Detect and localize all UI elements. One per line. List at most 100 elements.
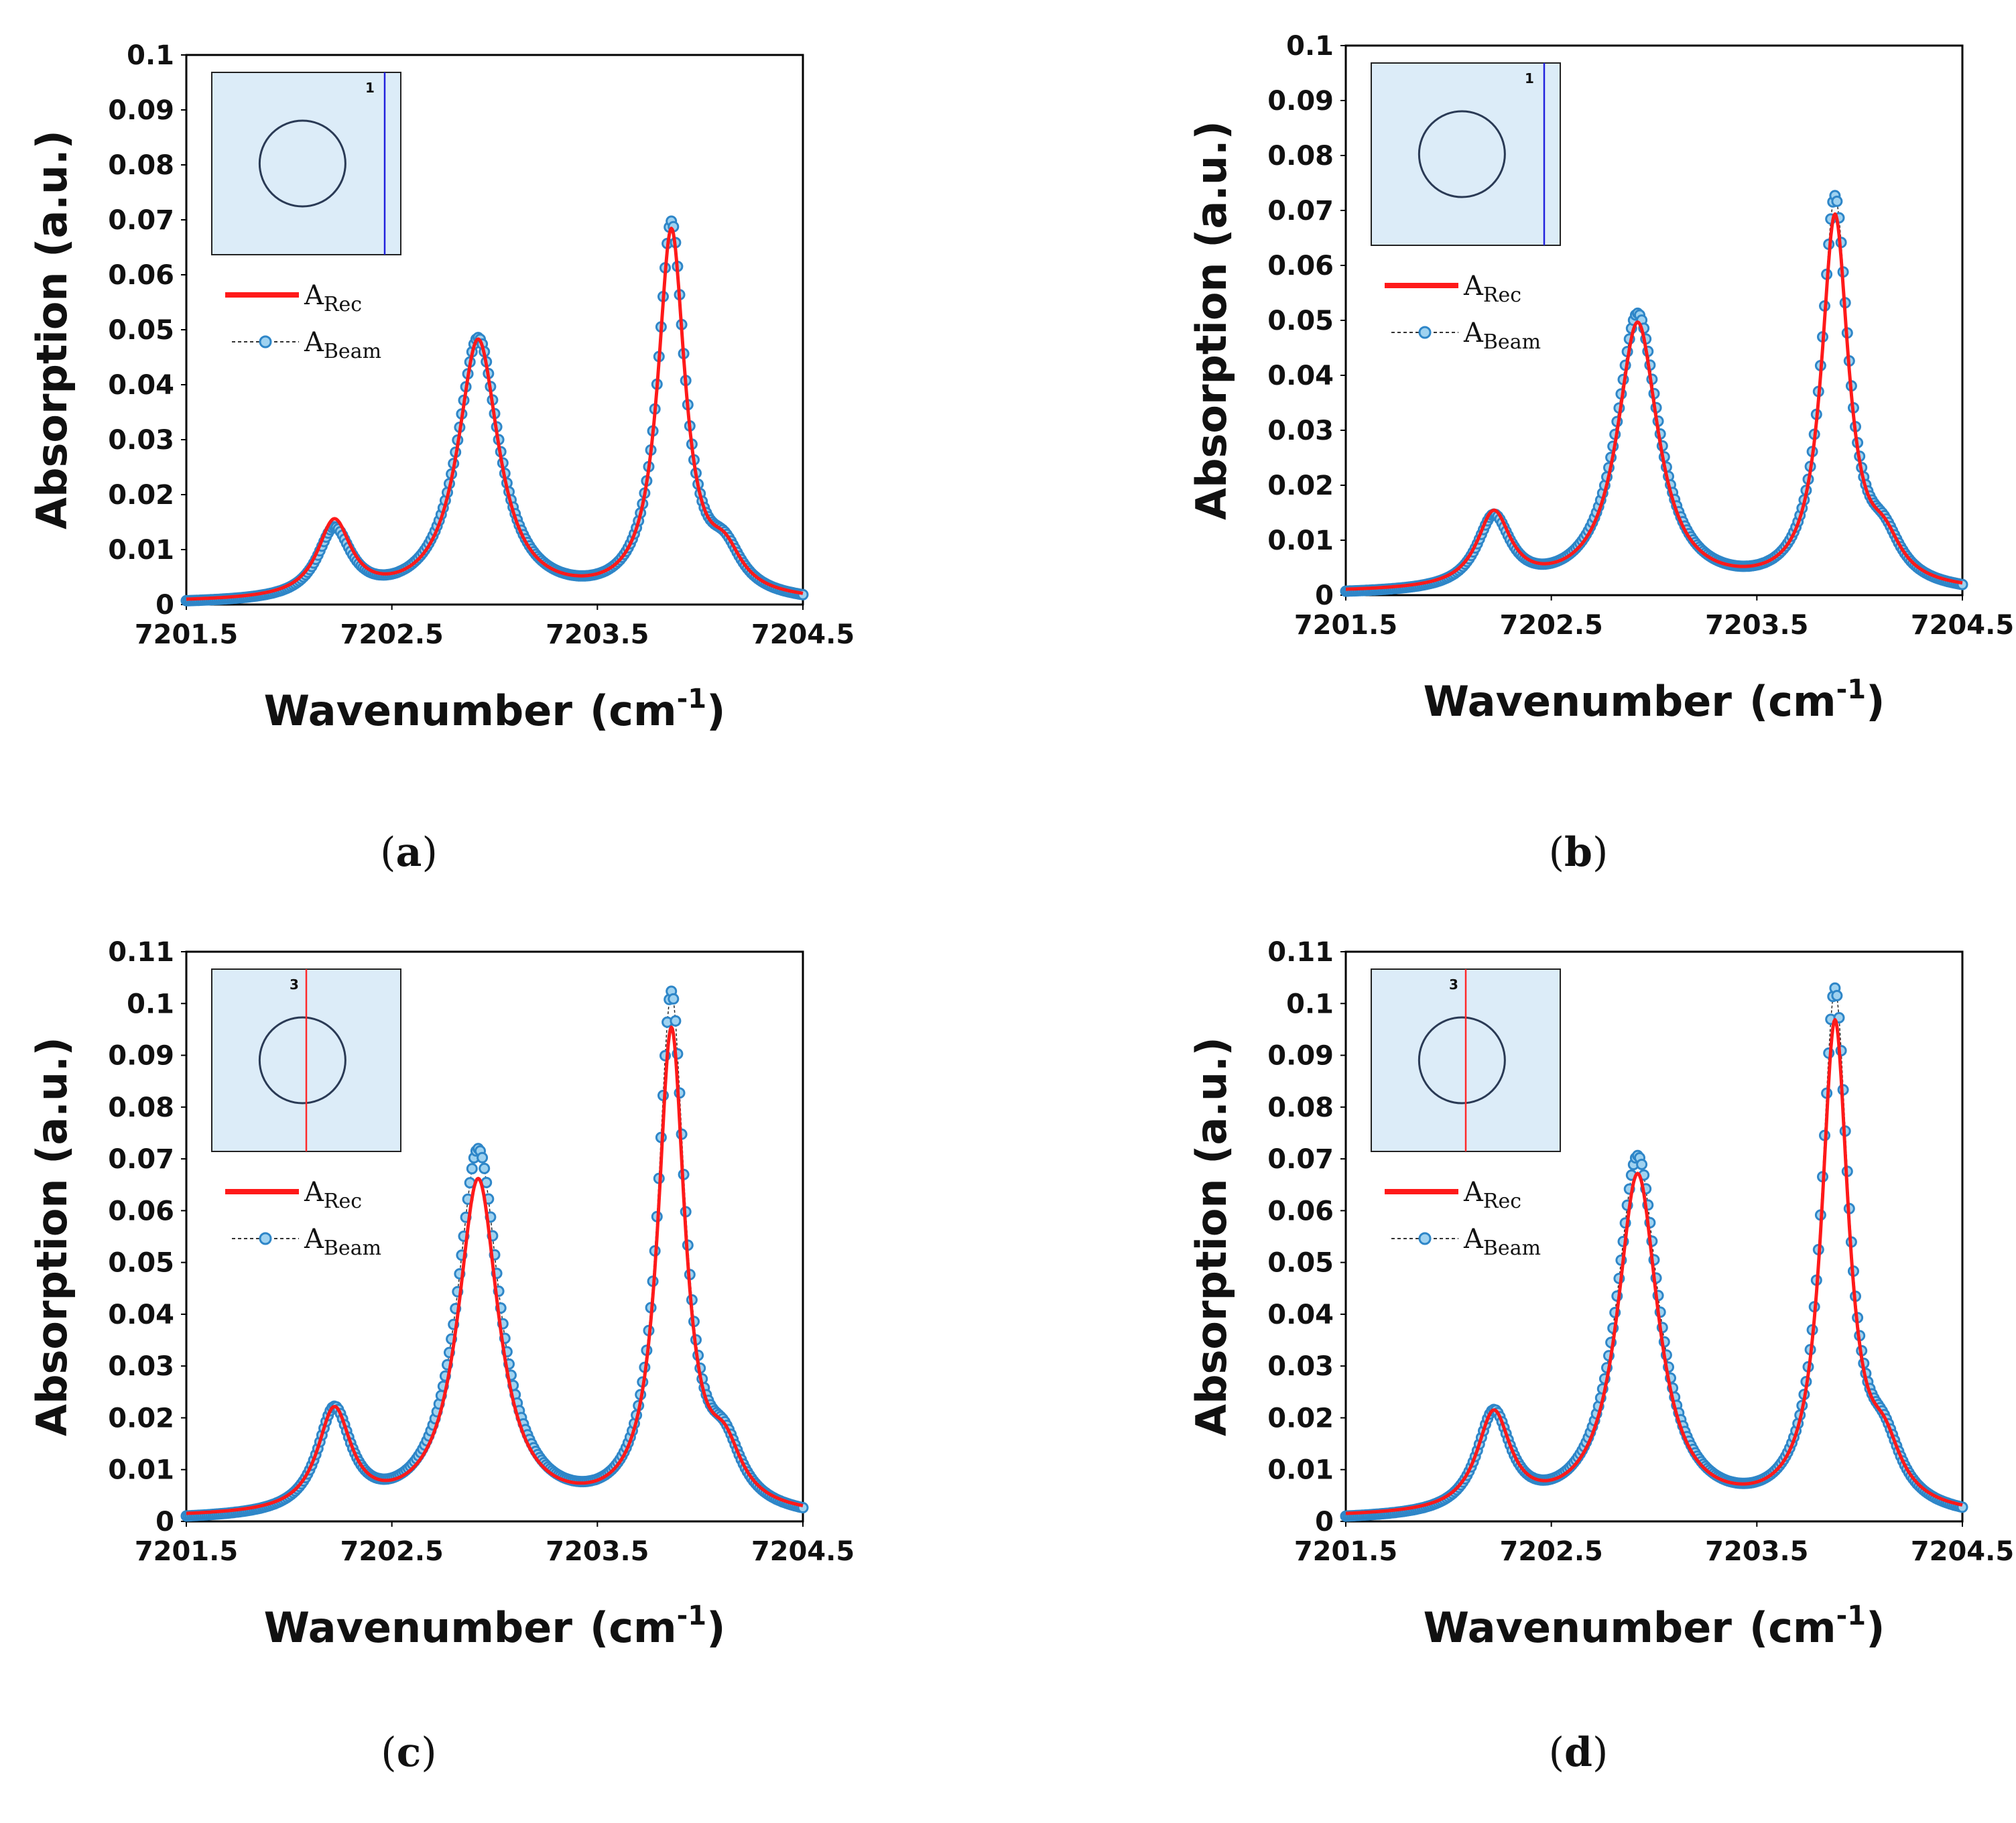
inset-frame — [211, 72, 401, 255]
y-tick-label: 0.07 — [1267, 1144, 1334, 1175]
panel-caption: (b) — [1549, 829, 1609, 876]
inset-beam-number: 3 — [1449, 977, 1458, 993]
y-tick-label: 0.09 — [1267, 86, 1334, 117]
x-axis-unit-close: ) — [1866, 677, 1885, 726]
y-tick-label: 0.02 — [108, 1403, 174, 1434]
x-tick-label: 7201.5 — [135, 619, 238, 650]
legend-beam-main: A — [304, 327, 324, 358]
inset-beam-number: 3 — [290, 977, 299, 993]
x-axis-label-text: Wavenumber — [1424, 677, 1732, 726]
inset-circle — [258, 1016, 346, 1105]
series-rec-line — [186, 1025, 804, 1515]
y-tick-label: 0.09 — [108, 95, 174, 126]
legend-beam-sub: Beam — [324, 1237, 381, 1260]
x-tick-label: 7203.5 — [546, 1536, 649, 1567]
y-tick-label: 0.08 — [1267, 1092, 1334, 1123]
caption-open: ( — [381, 1729, 396, 1776]
x-tick-label: 7202.5 — [340, 619, 443, 650]
legend-rec-label: ARec — [1463, 271, 1521, 307]
legend-rec-main: A — [1463, 271, 1484, 302]
x-axis-unit-sup: -1 — [1836, 674, 1866, 705]
y-tick-label: 0.06 — [1267, 251, 1334, 281]
panel-caption: (a) — [380, 829, 438, 876]
x-tick-label: 7204.5 — [1911, 610, 2014, 641]
x-tick-label: 7203.5 — [1705, 610, 1808, 641]
inset-circle — [1418, 110, 1506, 198]
y-tick-label: 0.08 — [1267, 141, 1334, 172]
y-tick-label: 0.05 — [108, 315, 174, 346]
y-tick-label: 0.09 — [108, 1041, 174, 1072]
x-axis-unit-sup: -1 — [1836, 1600, 1866, 1631]
y-tick-label: 0.02 — [1267, 1403, 1334, 1434]
legend-beam-sub: Beam — [1483, 330, 1541, 354]
beam-point — [1831, 990, 1843, 1001]
y-tick-label: 0.03 — [1267, 1351, 1334, 1382]
beam-point — [668, 993, 680, 1005]
y-tick-label: 0.07 — [108, 1144, 174, 1175]
legend-beam-swatch-marker — [1418, 1232, 1432, 1245]
y-tick-label: 0.07 — [108, 205, 174, 236]
x-axis-label-text: Wavenumber — [1424, 1603, 1732, 1652]
caption-letter: d — [1564, 1729, 1592, 1776]
legend-beam-sub: Beam — [324, 340, 381, 363]
y-tick-label: 0.07 — [1267, 196, 1334, 227]
legend-beam-label: ABeam — [304, 1224, 381, 1260]
legend-beam-label: ABeam — [1463, 1224, 1541, 1260]
y-tick-label: 0.03 — [108, 425, 174, 456]
x-tick-label: 7204.5 — [751, 1536, 855, 1567]
inset-schematic: 1 — [211, 72, 401, 255]
y-tick-label: 0.06 — [1267, 1196, 1334, 1227]
y-tick-label: 0.09 — [1267, 1041, 1334, 1072]
y-tick-label: 0.06 — [108, 1196, 174, 1227]
panel-caption: (c) — [381, 1729, 436, 1776]
x-tick-label: 7201.5 — [1294, 610, 1397, 641]
legend-rec-main: A — [1463, 1177, 1484, 1208]
x-tick-label: 7201.5 — [135, 1536, 238, 1567]
inset-beam-number: 1 — [365, 80, 375, 96]
legend-beam-label: ABeam — [304, 327, 381, 363]
caption-close: ) — [422, 829, 437, 876]
inset-schematic: 3 — [1371, 968, 1561, 1152]
beam-point — [1831, 195, 1843, 207]
caption-close: ) — [421, 1729, 436, 1776]
panel-caption: (d) — [1549, 1729, 1609, 1776]
chart-panel-d: 0 0.01 0.02 0.03 0.04 0.05 0.06 0.07 0.08 0.09 0.1… — [1187, 937, 2014, 1776]
series-rec-line — [1345, 212, 1963, 591]
caption-letter: c — [397, 1729, 422, 1776]
legend-rec-label: ARec — [1463, 1177, 1521, 1213]
legend-beam-swatch-marker — [259, 335, 272, 349]
x-tick-label: 7204.5 — [751, 619, 855, 650]
y-axis-label: Absorption (a.u.) — [1187, 1037, 1236, 1436]
beam-point — [670, 1015, 682, 1027]
legend-rec-sub: Rec — [324, 1190, 362, 1213]
x-tick-label: 7203.5 — [546, 619, 649, 650]
y-tick-label: 0.05 — [1267, 306, 1334, 336]
legend-rec-main: A — [304, 1177, 324, 1208]
y-tick-label: 0 — [155, 1507, 174, 1537]
x-axis-unit: (cm — [1749, 677, 1836, 726]
x-axis-unit-close: ) — [706, 1603, 725, 1652]
x-axis-label-text: Wavenumber — [264, 686, 573, 735]
y-tick-label: 0.04 — [108, 370, 174, 401]
caption-open: ( — [1549, 829, 1564, 876]
y-tick-label: 0.05 — [108, 1248, 174, 1279]
y-tick-label: 0.02 — [108, 480, 174, 511]
y-tick-label: 0.1 — [127, 989, 174, 1019]
y-tick-label: 0.1 — [127, 40, 174, 71]
x-axis-label: Wavenumber (cm-1) — [264, 684, 726, 735]
caption-close: ) — [1592, 829, 1608, 876]
legend-beam-main: A — [1463, 318, 1484, 349]
y-tick-label: 0.03 — [1267, 416, 1334, 446]
x-tick-label: 7202.5 — [340, 1536, 443, 1567]
y-tick-label: 0.06 — [108, 260, 174, 291]
x-axis-unit: (cm — [1749, 1603, 1836, 1652]
series-rec-line — [1345, 1017, 1963, 1515]
y-tick-label: 0.01 — [108, 535, 174, 566]
legend-beam-sub: Beam — [1483, 1237, 1541, 1260]
y-tick-label: 0.08 — [108, 150, 174, 181]
x-axis-label-text: Wavenumber — [264, 1603, 573, 1652]
y-tick-label: 0.01 — [108, 1455, 174, 1486]
legend-beam-label: ABeam — [1463, 318, 1541, 354]
